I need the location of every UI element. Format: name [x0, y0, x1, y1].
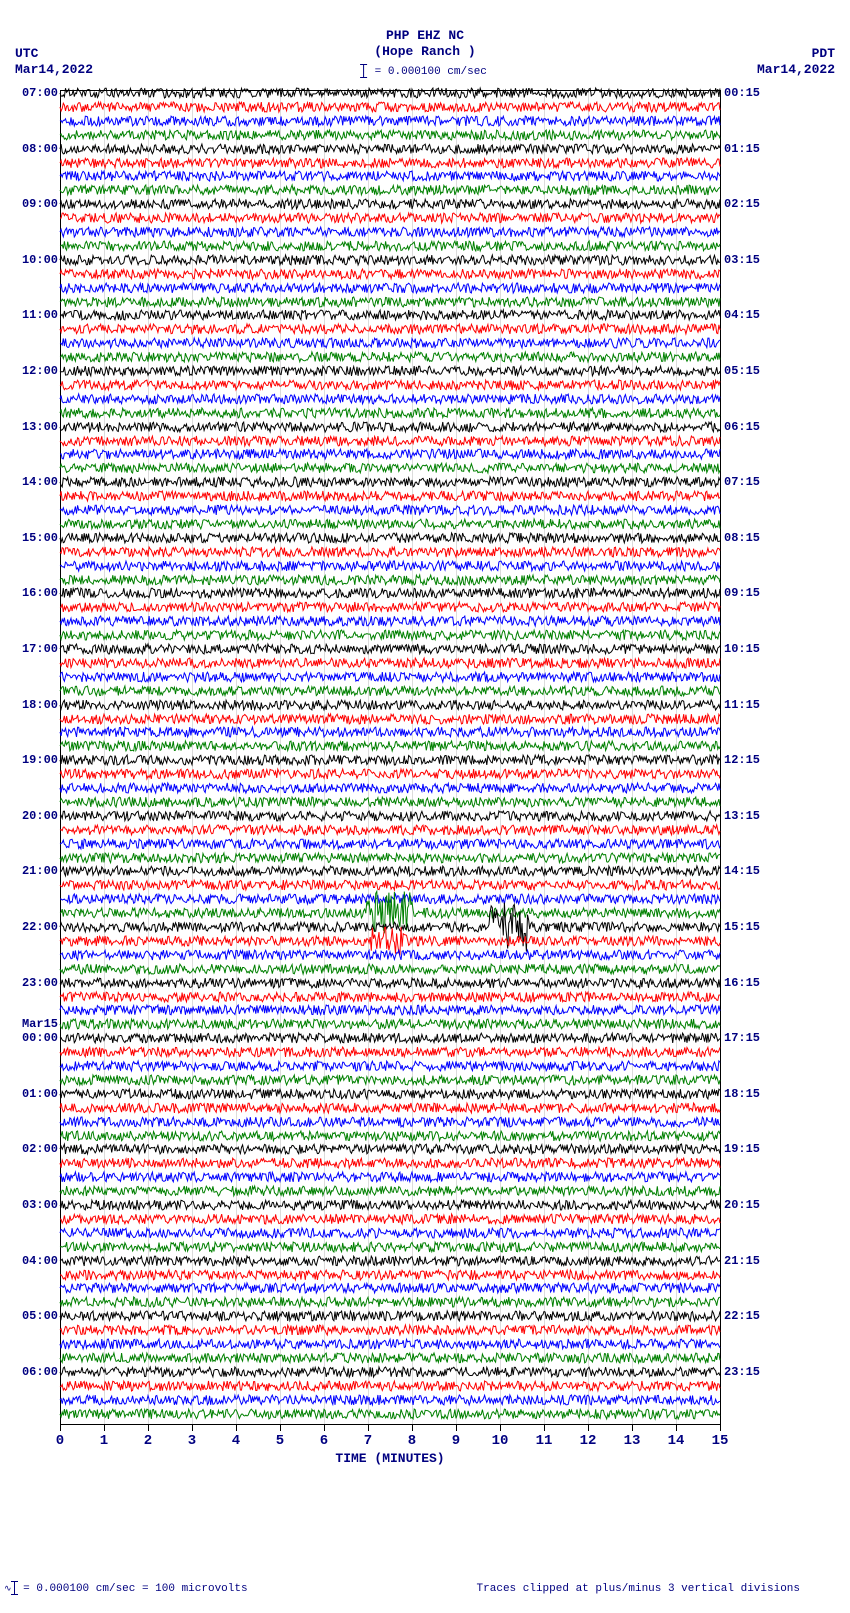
x-tick-label: 10	[492, 1433, 509, 1449]
pdt-time-label: 02:15	[724, 198, 770, 210]
utc-time-label: 15:00	[10, 532, 58, 544]
tz-right: PDT Mar14,2022	[757, 46, 835, 77]
x-tick-label: 12	[580, 1433, 597, 1449]
scale-bar-icon	[14, 1581, 15, 1595]
x-tick-label: 8	[408, 1433, 416, 1449]
utc-time-label: 03:00	[10, 1199, 58, 1211]
pdt-time-label: 23:15	[724, 1366, 770, 1378]
pdt-time-label: 14:15	[724, 865, 770, 877]
x-tick-label: 14	[668, 1433, 685, 1449]
utc-time-label: 23:00	[10, 977, 58, 989]
pdt-time-label: 12:15	[724, 754, 770, 766]
utc-time-label: 00:00	[10, 1032, 58, 1044]
pdt-time-label: 17:15	[724, 1032, 770, 1044]
utc-time-label: 21:00	[10, 865, 58, 877]
pdt-time-label: 05:15	[724, 365, 770, 377]
pdt-time-label: 04:15	[724, 309, 770, 321]
utc-time-label: 02:00	[10, 1143, 58, 1155]
utc-time-label: 18:00	[10, 699, 58, 711]
pdt-time-label: 13:15	[724, 810, 770, 822]
tz-right-label: PDT	[757, 46, 835, 62]
x-tick-label: 13	[624, 1433, 641, 1449]
pdt-time-label: 21:15	[724, 1255, 770, 1267]
x-tick-label: 6	[320, 1433, 328, 1449]
x-tick-label: 2	[144, 1433, 152, 1449]
pdt-time-label: 07:15	[724, 476, 770, 488]
utc-time-label: 07:00	[10, 87, 58, 99]
pdt-time-label: 16:15	[724, 977, 770, 989]
helicorder-plot	[60, 90, 720, 1425]
utc-time-label: 06:00	[10, 1366, 58, 1378]
pdt-time-label: 03:15	[724, 254, 770, 266]
pdt-time-label: 01:15	[724, 143, 770, 155]
x-tick-label: 4	[232, 1433, 240, 1449]
x-tick-label: 5	[276, 1433, 284, 1449]
x-axis-title: TIME (MINUTES)	[335, 1451, 444, 1466]
x-tick-label: 1	[100, 1433, 108, 1449]
pdt-time-label: 11:15	[724, 699, 770, 711]
footer-left-text: = 0.000100 cm/sec = 100 microvolts	[17, 1583, 248, 1595]
pdt-time-label: 09:15	[724, 587, 770, 599]
pdt-time-label: 15:15	[724, 921, 770, 933]
pdt-time-label: 18:15	[724, 1088, 770, 1100]
footer-clip-note: Traces clipped at plus/minus 3 vertical …	[477, 1583, 800, 1595]
utc-time-label: 05:00	[10, 1310, 58, 1322]
pdt-time-label: 10:15	[724, 643, 770, 655]
utc-time-label: 01:00	[10, 1088, 58, 1100]
x-tick-label: 0	[56, 1433, 64, 1449]
utc-time-label: Mar15	[10, 1018, 58, 1030]
utc-time-label: 19:00	[10, 754, 58, 766]
pdt-time-label: 00:15	[724, 87, 770, 99]
utc-time-label: 16:00	[10, 587, 58, 599]
helicorder-container: PHP EHZ NC (Hope Ranch ) = 0.000100 cm/s…	[0, 0, 850, 1613]
utc-time-label: 12:00	[10, 365, 58, 377]
pdt-time-label: 19:15	[724, 1143, 770, 1155]
utc-time-label: 09:00	[10, 198, 58, 210]
x-axis: TIME (MINUTES) 0123456789101112131415	[60, 1425, 720, 1485]
utc-time-label: 10:00	[10, 254, 58, 266]
x-tick-label: 15	[712, 1433, 729, 1449]
pdt-time-label: 22:15	[724, 1310, 770, 1322]
station-id: PHP EHZ NC	[374, 28, 475, 44]
x-tick-label: 3	[188, 1433, 196, 1449]
footer-scale: ∿ = 0.000100 cm/sec = 100 microvolts	[4, 1581, 248, 1595]
utc-time-label: 20:00	[10, 810, 58, 822]
utc-time-label: 14:00	[10, 476, 58, 488]
x-tick-label: 7	[364, 1433, 372, 1449]
utc-time-label: 13:00	[10, 421, 58, 433]
utc-time-label: 11:00	[10, 309, 58, 321]
tz-right-date: Mar14,2022	[757, 62, 835, 78]
pdt-time-label: 20:15	[724, 1199, 770, 1211]
utc-time-label: 17:00	[10, 643, 58, 655]
utc-time-label: 04:00	[10, 1255, 58, 1267]
pdt-time-label: 06:15	[724, 421, 770, 433]
pdt-time-label: 08:15	[724, 532, 770, 544]
x-tick-label: 11	[536, 1433, 553, 1449]
utc-time-label: 08:00	[10, 143, 58, 155]
utc-time-label: 22:00	[10, 921, 58, 933]
x-tick-label: 9	[452, 1433, 460, 1449]
